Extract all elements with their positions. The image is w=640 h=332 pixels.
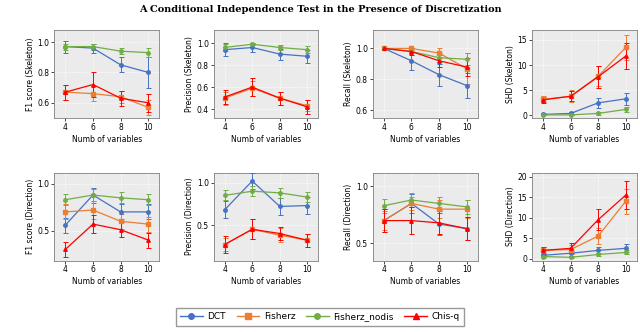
Legend: DCT, Fisherz, Fisherz_nodis, Chis-q: DCT, Fisherz, Fisherz_nodis, Chis-q	[176, 308, 464, 326]
Y-axis label: Precision (Direction): Precision (Direction)	[185, 178, 194, 255]
Y-axis label: SHD (Skeleton): SHD (Skeleton)	[506, 45, 515, 103]
Y-axis label: F1 score (Direction): F1 score (Direction)	[26, 179, 35, 254]
X-axis label: Numb of variables: Numb of variables	[549, 134, 620, 143]
Y-axis label: F1 score (Skeleton): F1 score (Skeleton)	[26, 37, 35, 111]
Y-axis label: SHD (Direction): SHD (Direction)	[506, 187, 515, 246]
X-axis label: Numb of variables: Numb of variables	[390, 277, 460, 286]
X-axis label: Numb of variables: Numb of variables	[390, 134, 460, 143]
X-axis label: Numb of variables: Numb of variables	[231, 134, 301, 143]
X-axis label: Numb of variables: Numb of variables	[72, 134, 142, 143]
X-axis label: Numb of variables: Numb of variables	[72, 277, 142, 286]
X-axis label: Numb of variables: Numb of variables	[231, 277, 301, 286]
Text: A Conditional Independence Test in the Presence of Discretization: A Conditional Independence Test in the P…	[139, 5, 501, 14]
Y-axis label: Recall (Skeleton): Recall (Skeleton)	[344, 42, 353, 106]
Y-axis label: Precision (Skeleton): Precision (Skeleton)	[185, 36, 194, 112]
Y-axis label: Recall (Direction): Recall (Direction)	[344, 184, 353, 250]
X-axis label: Numb of variables: Numb of variables	[549, 277, 620, 286]
